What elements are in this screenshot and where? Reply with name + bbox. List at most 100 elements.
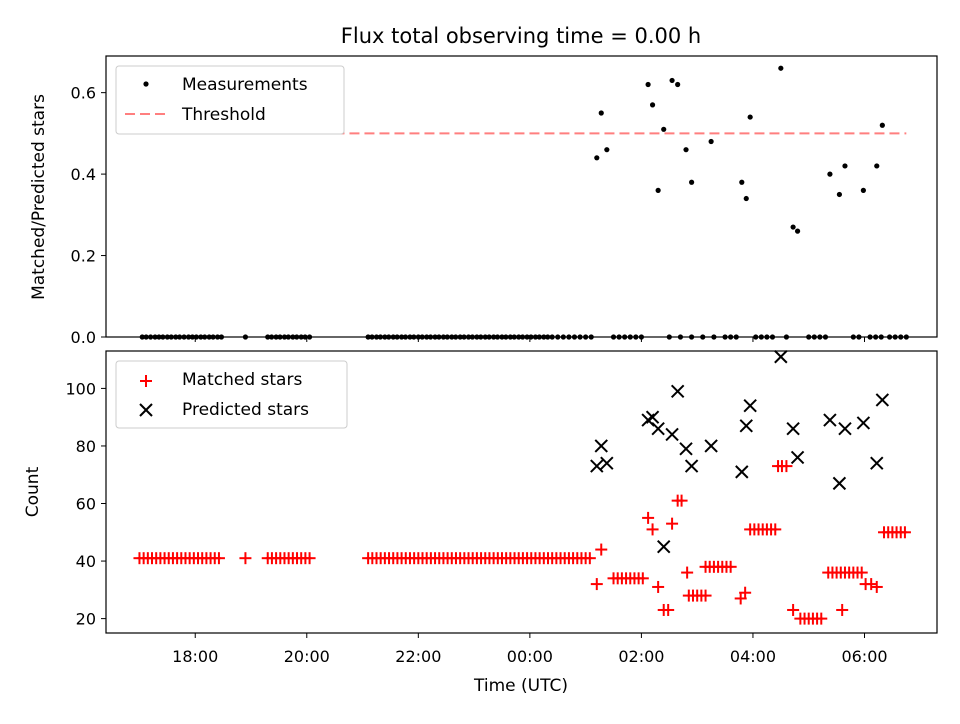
measurement-point <box>491 334 497 340</box>
measurement-point <box>610 334 617 340</box>
measurement-point <box>769 334 776 340</box>
measurement-point <box>449 334 455 340</box>
bottom-legend-box <box>115 360 348 429</box>
measurement-point <box>181 334 187 340</box>
top-panel: 0.0 0.2 0.4 0.6 Matched/Predicted stars Mea… <box>29 55 938 347</box>
x-tick-label: 18:00 <box>172 647 218 666</box>
bottom-y-ticks: 20 40 60 80 100 <box>65 379 106 629</box>
top-y-tick-label: 0.0 <box>71 328 96 347</box>
matched-star-point <box>652 580 665 593</box>
measurement-point <box>583 334 589 340</box>
measurement-point <box>382 334 388 340</box>
measurement-point <box>764 334 770 340</box>
measurement-point <box>811 334 817 340</box>
predicted-star-point <box>594 439 608 453</box>
matched-star-point <box>724 560 737 573</box>
bottom-legend: Matched stars Predicted stars <box>115 360 348 429</box>
measurement-point <box>778 65 784 71</box>
top-y-axis-label: Matched/Predicted stars <box>29 94 49 300</box>
measurement-point <box>444 334 450 340</box>
x-tick-label: 06:00 <box>841 647 887 666</box>
measurement-point <box>160 334 166 340</box>
predicted-star-point <box>670 384 685 398</box>
predicted-star-point <box>823 413 837 427</box>
chart-title: Flux total observing time = 0.00 h <box>341 24 701 48</box>
matched-star-point <box>583 552 596 565</box>
measurement-point <box>520 334 526 340</box>
measurement-point <box>173 334 179 340</box>
measurement-point <box>739 179 745 185</box>
measurement-points <box>139 65 909 340</box>
predicted-star-point <box>645 410 660 424</box>
matched-star-point <box>636 572 649 585</box>
measurement-point <box>457 334 463 340</box>
measurement-point <box>432 334 438 340</box>
matched-star-point <box>595 543 608 556</box>
measurement-point <box>627 334 633 340</box>
measurement-point <box>177 334 183 340</box>
measurement-point <box>440 334 447 340</box>
measurement-point <box>148 334 154 340</box>
measurement-point <box>390 334 396 340</box>
measurement-point <box>903 334 909 340</box>
measurement-point <box>218 334 225 340</box>
matched-star-point <box>836 603 849 616</box>
matched-star-point <box>239 552 252 565</box>
matched-star-point <box>739 586 752 599</box>
measurement-point <box>758 334 764 340</box>
measurement-point <box>407 334 413 340</box>
bottom-y-tick-label: 20 <box>76 610 96 629</box>
top-legend-box <box>115 65 345 135</box>
bottom-panel: 20 40 60 80 100 18:00 20:00 22:00 00:00 02:00 04:… <box>23 350 938 696</box>
top-y-ticks: 0.0 0.2 0.4 0.6 <box>71 84 106 347</box>
measurement-point <box>281 334 288 340</box>
bottom-y-tick-label: 100 <box>65 379 96 398</box>
measurement-point <box>369 334 375 340</box>
measurement-point <box>549 334 555 340</box>
measurement-point <box>743 195 749 202</box>
measurement-point <box>545 334 551 340</box>
matched-star-point <box>666 517 679 530</box>
top-x-ticks <box>194 337 865 342</box>
matched-star-point <box>780 460 793 473</box>
measurement-point <box>566 334 572 340</box>
measurement-point <box>689 334 695 340</box>
measurement-point <box>482 334 488 340</box>
top-y-tick-label: 0.4 <box>71 165 96 184</box>
measurement-point <box>604 147 610 153</box>
bottom-y-tick-label: 60 <box>76 495 96 514</box>
measurement-point <box>202 334 208 340</box>
predicted-star-point <box>786 421 800 436</box>
measurement-point <box>560 334 566 340</box>
measurement-point <box>143 334 149 340</box>
measurement-point <box>478 334 484 340</box>
measurement-point <box>298 334 304 340</box>
matched-star-point <box>855 566 868 579</box>
measurement-point <box>677 334 684 340</box>
measurement-point <box>733 334 739 340</box>
matched-star-point <box>642 511 655 524</box>
measurement-point <box>747 114 753 120</box>
matched-stars-points <box>133 460 911 625</box>
measurement-point <box>874 163 880 169</box>
measurement-point <box>524 334 530 340</box>
predicted-stars-points <box>590 350 890 554</box>
measurement-point <box>898 334 904 340</box>
measurement-point <box>666 334 672 340</box>
measurement-point <box>892 334 898 340</box>
matched-star-point <box>769 523 782 536</box>
measurement-point <box>622 334 628 340</box>
measurement-point <box>164 334 170 340</box>
bottom-y-tick-label: 80 <box>76 437 96 456</box>
matched-star-point <box>870 580 883 593</box>
x-tick-label: 02:00 <box>618 647 664 666</box>
measurement-point <box>708 138 714 145</box>
top-y-tick-label: 0.2 <box>71 247 96 266</box>
measurement-point <box>711 334 717 340</box>
measurement-point <box>156 334 162 340</box>
measurement-point <box>817 334 823 340</box>
measurement-point <box>645 81 651 88</box>
measurement-point <box>879 122 885 128</box>
matched-star-point <box>590 578 603 591</box>
measurement-point <box>536 334 542 340</box>
